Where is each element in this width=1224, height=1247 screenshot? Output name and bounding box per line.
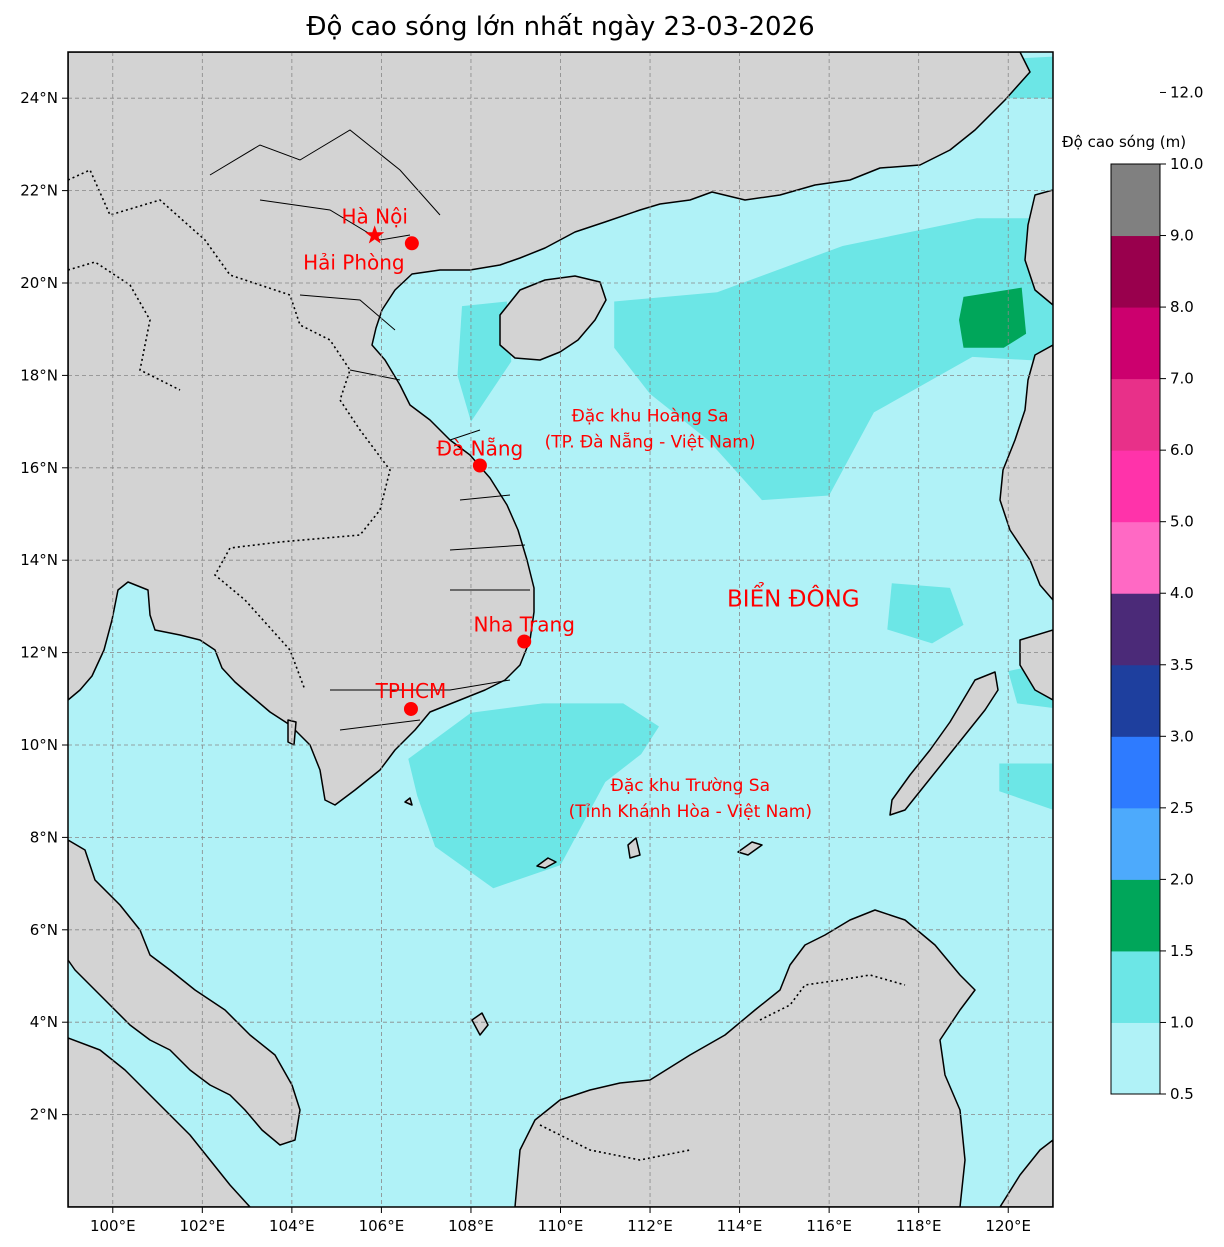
colorbar-tick-label: 8.0 bbox=[1170, 298, 1194, 316]
lon-tick-label: 118°E bbox=[896, 1217, 942, 1235]
colorbar-segment bbox=[1111, 593, 1160, 666]
lat-tick-label: 22°N bbox=[20, 182, 58, 200]
map-title: Độ cao sóng lớn nhất ngày 23-03-2026 bbox=[306, 12, 815, 42]
wave-zone-7 bbox=[959, 287, 1027, 348]
lon-tick-label: 120°E bbox=[985, 1217, 1031, 1235]
colorbar-segment bbox=[1111, 164, 1160, 237]
spratly-island-2 bbox=[627, 837, 641, 859]
colorbar-tick-label: 2.0 bbox=[1170, 870, 1194, 888]
city-marker bbox=[472, 458, 487, 473]
colorbar-segment bbox=[1111, 879, 1160, 952]
national-borders bbox=[68, 168, 906, 1161]
colorbar-segment bbox=[1111, 1022, 1160, 1095]
taiwan-island bbox=[1024, 189, 1053, 306]
colorbar-frame bbox=[1110, 163, 1161, 1095]
lat-tick-label: 14°N bbox=[20, 551, 58, 569]
colorbar-tick-label: 3.5 bbox=[1170, 656, 1194, 674]
city-marker bbox=[517, 634, 532, 649]
mainland-land bbox=[68, 52, 1031, 806]
colorbar-segment bbox=[1111, 807, 1160, 880]
lat-tick-label: 16°N bbox=[20, 459, 58, 477]
hainan-island bbox=[499, 275, 607, 361]
colorbar-segment bbox=[1111, 736, 1160, 809]
lat-tick-label: 2°N bbox=[30, 1106, 58, 1124]
colorbar-tick-label: 1.0 bbox=[1170, 1013, 1194, 1031]
capital-star-marker bbox=[365, 225, 385, 244]
city-label: Nha Trang bbox=[474, 613, 575, 637]
lon-tick-label: 110°E bbox=[538, 1217, 584, 1235]
lat-tick-label: 20°N bbox=[20, 274, 58, 292]
wave-zone-1 bbox=[614, 218, 1053, 501]
colorbar-segment bbox=[1111, 664, 1160, 737]
colorbar-segment bbox=[1111, 450, 1160, 523]
lon-tick-label: 104°E bbox=[269, 1217, 315, 1235]
region-label-2: Đặc khu Trường Sa bbox=[611, 776, 770, 796]
lon-tick-label: 116°E bbox=[806, 1217, 852, 1235]
lon-tick-label: 112°E bbox=[627, 1217, 673, 1235]
lat-tick-label: 12°N bbox=[20, 644, 58, 662]
lon-tick-label: 102°E bbox=[180, 1217, 226, 1235]
city-label: TPHCM bbox=[375, 679, 447, 703]
colorbar-tick-label: 7.0 bbox=[1170, 370, 1194, 388]
mindanao-land bbox=[999, 1139, 1053, 1207]
province-borders bbox=[209, 129, 530, 731]
palawan-island bbox=[889, 671, 999, 816]
colorbar-tick-label: 2.5 bbox=[1170, 799, 1194, 817]
city-markers: Hà Nội Hải Phòng Đà Nẵng Nha Trang TPHCM bbox=[303, 204, 575, 716]
city-marker bbox=[403, 701, 418, 716]
colorbar-segment bbox=[1111, 235, 1160, 308]
con-dao-island bbox=[404, 797, 413, 806]
lat-tick-label: 18°N bbox=[20, 366, 58, 384]
city-label: Đà Nẵng bbox=[437, 436, 524, 460]
colorbar-segment bbox=[1111, 950, 1160, 1023]
visayas-islands bbox=[1019, 629, 1053, 701]
map-gridlines bbox=[68, 52, 1053, 1207]
colorbar-tick-label: 1.5 bbox=[1170, 942, 1194, 960]
colorbar-tick-label: 5.0 bbox=[1170, 513, 1194, 531]
city-label: Hà Nội bbox=[341, 204, 407, 228]
map-labels: Đặc khu Hoàng Sa (TP. Đà Nẵng - Việt Nam)… bbox=[545, 407, 860, 823]
lat-tick-label: 24°N bbox=[20, 89, 58, 107]
colorbar-segment bbox=[1111, 378, 1160, 451]
land-layer bbox=[68, 52, 1053, 1207]
malay-peninsula bbox=[68, 839, 301, 1146]
colorbar-title: Độ cao sóng (m) bbox=[1062, 133, 1187, 151]
borneo-land bbox=[514, 909, 976, 1207]
colorbar-tick-label: 9.0 bbox=[1170, 227, 1194, 245]
axis-ticks: 100°E 102°E 104°E 106°E 108°E 110°E 112°E 114°E… bbox=[20, 89, 1031, 1235]
lon-tick-label: 100°E bbox=[90, 1217, 136, 1235]
natuna-island bbox=[471, 1012, 489, 1036]
colorbar-tick-label: 0.5 bbox=[1170, 1085, 1194, 1103]
sumatra-land bbox=[68, 1037, 251, 1207]
colorbar-segment bbox=[1111, 521, 1160, 594]
wave-zone-6 bbox=[408, 703, 659, 889]
region-label-1: BIỂN ĐÔNG bbox=[727, 582, 860, 612]
city-marker bbox=[404, 236, 419, 251]
lat-tick-label: 8°N bbox=[30, 828, 58, 846]
lon-tick-label: 108°E bbox=[448, 1217, 494, 1235]
colorbar: 0.5 1.0 1.5 2.0 2.5 3.0 3.5 4.0 5.0 6.0 7.0 8.0 9.0 1… bbox=[1110, 83, 1203, 1103]
lat-tick-label: 10°N bbox=[20, 736, 58, 754]
colorbar-tick-label: 3.0 bbox=[1170, 727, 1194, 745]
region-label-0: Đặc khu Hoàng Sa bbox=[572, 407, 729, 427]
wave-zone-3 bbox=[887, 583, 964, 644]
wave-zone-4 bbox=[999, 763, 1053, 810]
city-label: Hải Phòng bbox=[303, 250, 405, 274]
colorbar-tick-label: 10.0 bbox=[1170, 155, 1203, 173]
colorbar-tick-label: 4.0 bbox=[1170, 584, 1194, 602]
luzon-island bbox=[999, 344, 1053, 601]
colorbar-segment bbox=[1111, 307, 1160, 380]
lon-tick-label: 106°E bbox=[359, 1217, 405, 1235]
spratly-island-3 bbox=[737, 841, 763, 856]
lat-tick-label: 4°N bbox=[30, 1013, 58, 1031]
lon-tick-label: 114°E bbox=[717, 1217, 763, 1235]
colorbar-tick-label: 12.0 bbox=[1170, 83, 1203, 101]
colorbar-tick-label: 6.0 bbox=[1170, 441, 1194, 459]
region-label-2: (Tỉnh Khánh Hòa - Việt Nam) bbox=[569, 802, 812, 822]
lat-tick-label: 6°N bbox=[30, 921, 58, 939]
spratly-island-1 bbox=[536, 857, 557, 869]
region-label-0: (TP. Đà Nẵng - Việt Nam) bbox=[545, 432, 756, 453]
